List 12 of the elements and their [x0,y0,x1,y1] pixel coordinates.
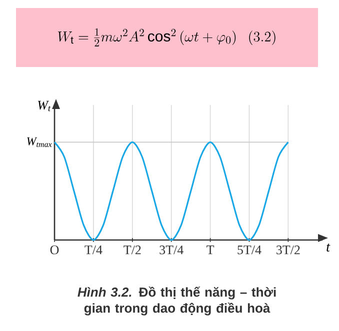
x-axis-title: t [326,244,330,252]
x-tick-label: 3T/2 [276,246,300,254]
x-tick-label: T [206,246,214,254]
y-axis-title: W$_{t}$ [38,100,51,112]
text: Hình 3.2. Đồ thị thế năng – thời gian trong dao động điều hoà [78,286,276,316]
x-tick-label: O [50,246,59,254]
ref-line-label: W$_{tmax}$ [27,137,52,148]
x-tick-label: 5T/4 [238,246,262,254]
chart-title: $W_{\mathrm{t}}=\frac{1}{2}m\omega^{2}A^{2}\cos^{2}\left(\omega t+\varphi_{0}\right)\ \ (3.2)$ [58,28,276,46]
x-tick-label: T/2 [124,246,141,254]
x-tick-label: 3T/4 [160,246,184,254]
x-tick-label: T/4 [84,246,102,254]
